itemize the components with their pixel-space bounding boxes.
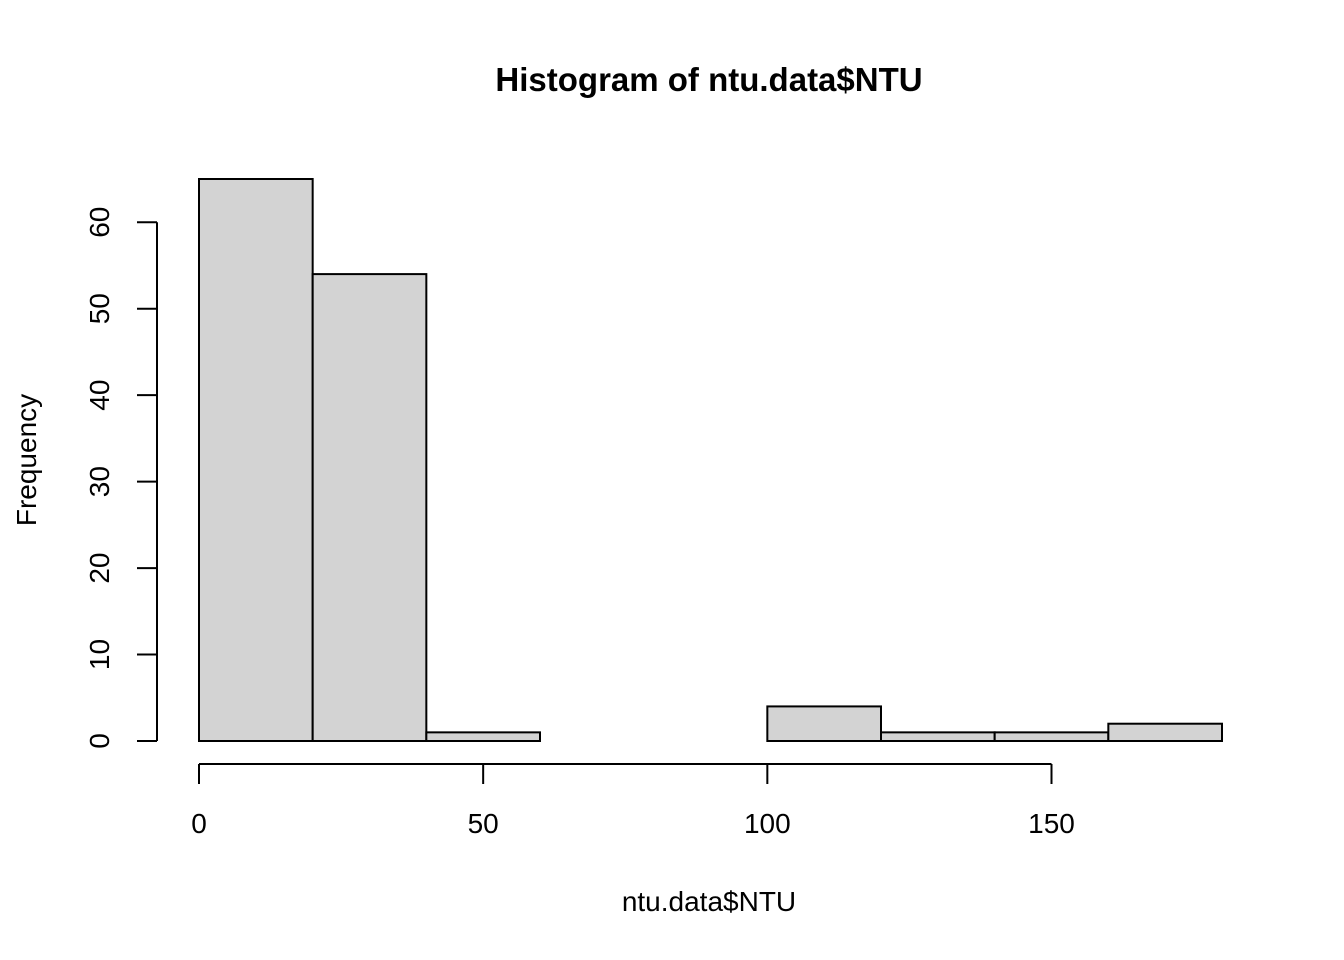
y-tick-label-5: 50 bbox=[84, 293, 115, 324]
x-axis: 0 50 100 150 bbox=[191, 763, 1075, 839]
histogram-bar-7 bbox=[993, 731, 1110, 742]
x-tick-label-3: 150 bbox=[1028, 808, 1075, 839]
histogram-bar-2 bbox=[425, 731, 542, 742]
y-tick-label-2: 20 bbox=[84, 552, 115, 583]
y-tick-label-4: 40 bbox=[84, 380, 115, 411]
y-tick-label-1: 10 bbox=[84, 639, 115, 670]
x-axis-label: ntu.data$NTU bbox=[622, 886, 796, 917]
histogram-bar-8 bbox=[1107, 722, 1224, 743]
x-tick-label-0: 0 bbox=[191, 808, 207, 839]
y-axis-label: Frequency bbox=[11, 394, 42, 526]
y-tick-label-3: 30 bbox=[84, 466, 115, 497]
bars-group bbox=[198, 178, 1224, 743]
x-tick-label-2: 100 bbox=[744, 808, 791, 839]
histogram-bar-1 bbox=[311, 273, 428, 742]
y-axis: 0 10 20 30 40 50 60 bbox=[84, 207, 158, 749]
y-tick-label-6: 60 bbox=[84, 207, 115, 238]
y-tick-label-0: 0 bbox=[84, 733, 115, 749]
x-tick-label-1: 50 bbox=[468, 808, 499, 839]
histogram-bar-0 bbox=[198, 178, 314, 742]
histogram-bar-6 bbox=[880, 731, 996, 742]
chart-title: Histogram of ntu.data$NTU bbox=[495, 61, 922, 98]
histogram-bar-5 bbox=[766, 705, 882, 743]
